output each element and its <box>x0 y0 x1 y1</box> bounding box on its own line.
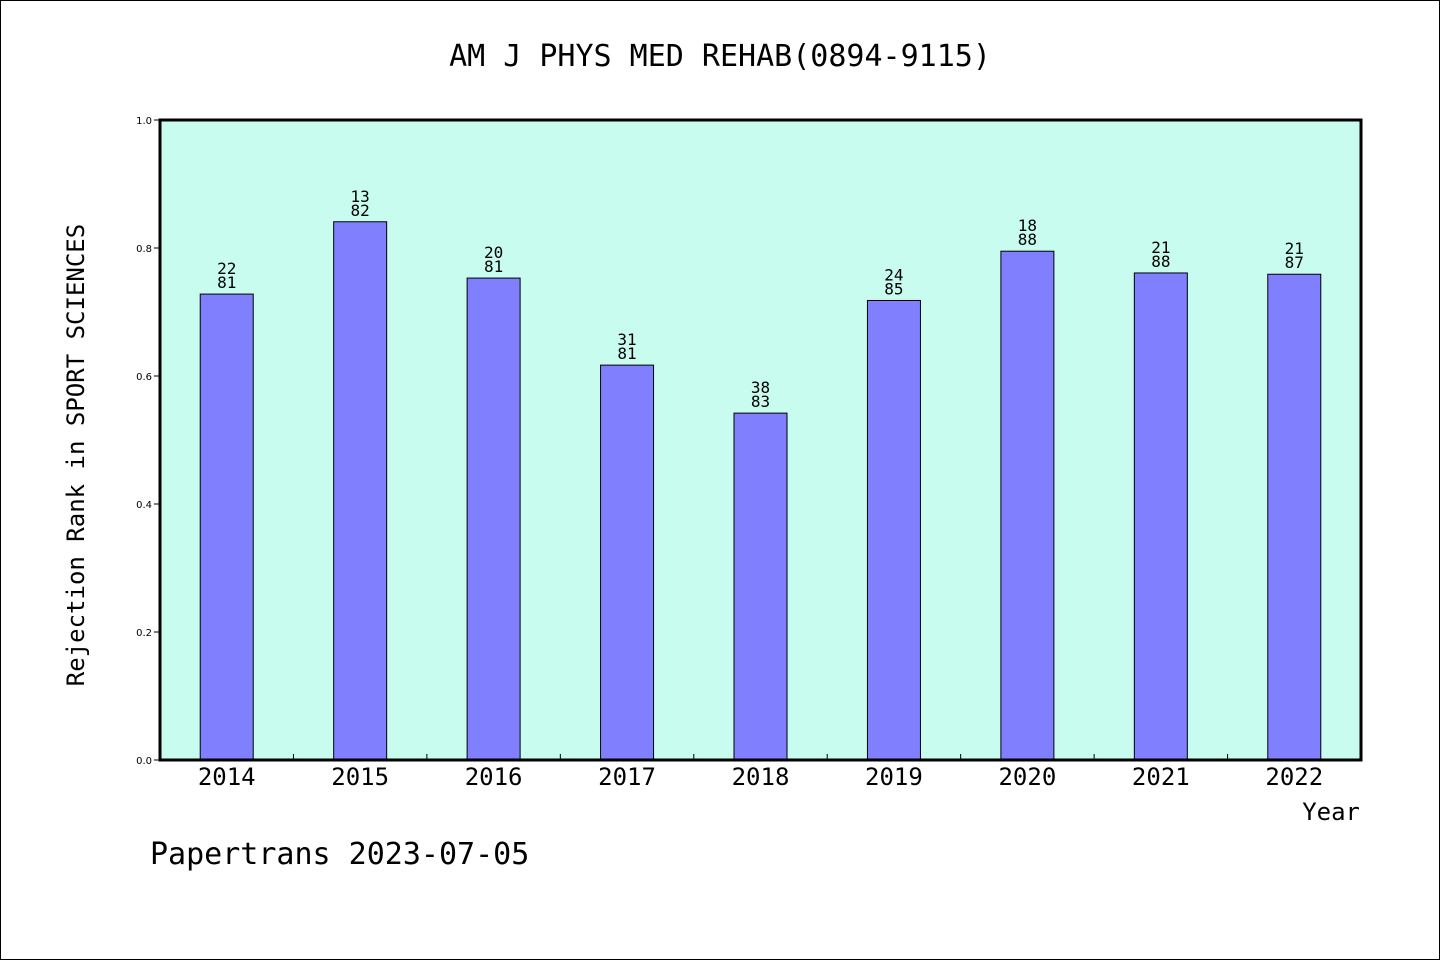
y-tick-label: 0.8 <box>136 244 152 255</box>
bar-2020 <box>1000 250 1055 761</box>
data-label-total-2019: 85 <box>884 279 903 298</box>
bar-2019 <box>866 299 921 761</box>
x-axis-label: Year <box>1302 798 1360 826</box>
data-label-rank-2017: 31 <box>617 330 636 349</box>
data-label-total-2018: 83 <box>751 392 770 411</box>
footer-text: Papertrans 2023-07-05 <box>150 837 529 872</box>
data-label-rank-2020: 18 <box>1018 216 1037 235</box>
chart-title: AM J PHYS MED REHAB(0894-9115) <box>449 39 991 74</box>
data-label-rank-2015: 13 <box>351 187 370 206</box>
axis-ticks: 2014 2015 2016 2017 2018 2019 2020 2021 20220.00… <box>136 116 1323 791</box>
x-tick-label-2019: 2019 <box>865 763 923 791</box>
y-tick-label: 1.0 <box>136 116 152 127</box>
x-tick-label-2021: 2021 <box>1132 763 1190 791</box>
x-tick-label-2022: 2022 <box>1265 763 1323 791</box>
data-label-total-2015: 82 <box>351 201 370 220</box>
x-tick-label-2016: 2016 <box>465 763 523 791</box>
data-label-total-2020: 88 <box>1018 230 1037 249</box>
data-label-rank-2018: 38 <box>751 378 770 397</box>
data-label-total-2022: 87 <box>1285 253 1304 272</box>
y-tick-label: 0.6 <box>136 372 152 383</box>
y-tick-label: 0.0 <box>136 756 152 767</box>
data-label-rank-2016: 20 <box>484 243 503 262</box>
data-label-rank-2021: 21 <box>1151 238 1170 257</box>
x-tick-label-2020: 2020 <box>998 763 1056 791</box>
data-label-total-2017: 81 <box>617 344 636 363</box>
bar-2014 <box>199 293 254 761</box>
data-label-total-2014: 81 <box>217 273 236 292</box>
bar-2018 <box>733 412 788 761</box>
data-label-rank-2022: 21 <box>1285 239 1304 258</box>
data-label-total-2021: 88 <box>1151 252 1170 271</box>
bar-2016 <box>466 277 521 761</box>
y-axis-label: Rejection Rank in SPORT SCIENCES <box>62 224 90 686</box>
y-tick-label: 0.4 <box>136 500 152 511</box>
data-label-rank-2014: 22 <box>217 259 236 278</box>
bar-2022 <box>1267 273 1322 761</box>
x-tick-label-2014: 2014 <box>198 763 256 791</box>
bar-2015 <box>333 221 388 761</box>
y-tick-label: 0.2 <box>136 628 152 639</box>
x-tick-label-2018: 2018 <box>732 763 790 791</box>
data-label-total-2016: 81 <box>484 257 503 276</box>
data-label-rank-2019: 24 <box>884 265 903 284</box>
plot-border <box>158 118 1363 762</box>
bar-2021 <box>1133 272 1188 761</box>
bar-2017 <box>600 364 655 761</box>
x-tick-label-2015: 2015 <box>331 763 389 791</box>
x-tick-label-2017: 2017 <box>598 763 656 791</box>
